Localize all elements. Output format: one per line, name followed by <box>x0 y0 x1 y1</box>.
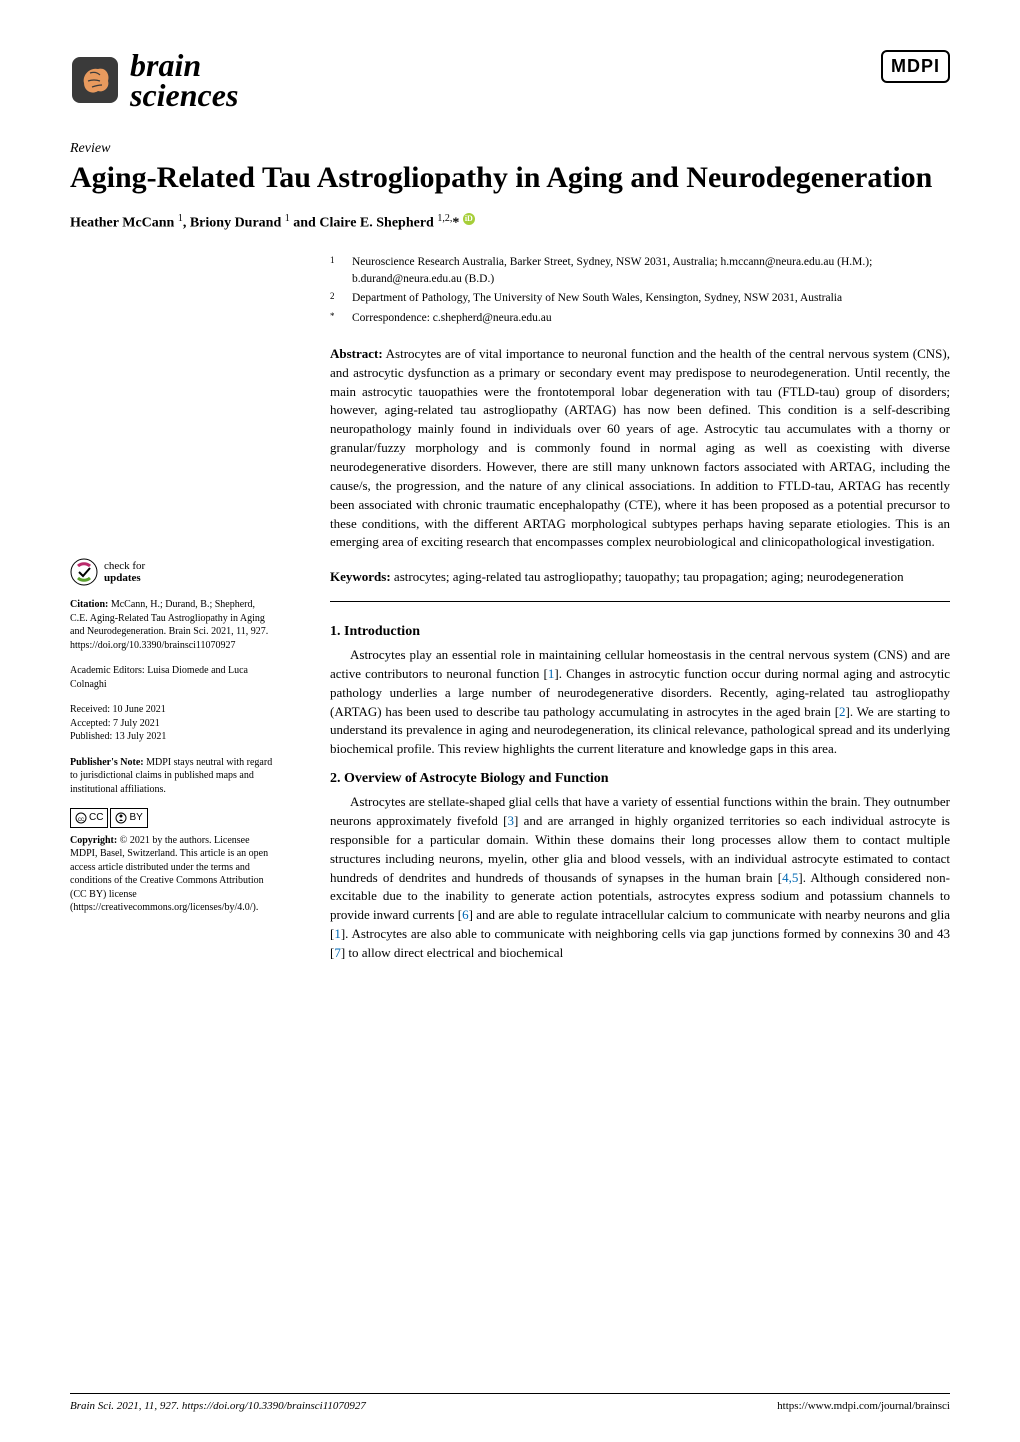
cc-circle-icon: cc <box>75 812 87 824</box>
section-1-heading: 1. Introduction <box>330 624 950 640</box>
cc-text: CC <box>89 811 103 825</box>
sidebar: check for updates Citation: McCann, H.; … <box>70 558 275 927</box>
journal-name-line1: brain <box>130 50 238 80</box>
by-person-icon <box>115 812 127 824</box>
svg-text:cc: cc <box>78 817 84 823</box>
footer-left: Brain Sci. 2021, 11, 927. https://doi.or… <box>70 1400 366 1412</box>
cc-badge[interactable]: cc CC BY <box>70 808 275 828</box>
check-updates-icon <box>70 558 98 586</box>
citation-section: Citation: McCann, H.; Durand, B.; Shephe… <box>70 598 275 652</box>
copyright-text: © 2021 by the authors. Licensee MDPI, Ba… <box>70 835 268 914</box>
main-content: 1. Introduction Astrocytes play an essen… <box>330 624 950 963</box>
cc-icon: cc CC <box>70 808 108 828</box>
abstract-block: Abstract: Astrocytes are of vital import… <box>330 345 950 552</box>
editors-section: Academic Editors: Luisa Diomede and Luca… <box>70 664 275 691</box>
editors-label: Academic Editors: <box>70 665 145 676</box>
author-1: Heather McCann <box>70 216 174 231</box>
affiliation-2-text: Department of Pathology, The University … <box>352 290 842 307</box>
section-1-body: Astrocytes play an essential role in mai… <box>330 646 950 759</box>
correspondence-text: Correspondence: c.shepherd@neura.edu.au <box>352 310 552 327</box>
divider-line <box>330 601 950 602</box>
by-text: BY <box>129 811 142 825</box>
keywords-text: astrocytes; aging-related tau astrogliop… <box>394 569 904 584</box>
section-2-body: Astrocytes are stellate-shaped glial cel… <box>330 793 950 963</box>
received-date: Received: 10 June 2021 <box>70 703 275 717</box>
footer-right[interactable]: https://www.mdpi.com/journal/brainsci <box>777 1400 950 1412</box>
citation-label: Citation: <box>70 599 108 610</box>
affiliation-2: 2 Department of Pathology, The Universit… <box>330 290 950 307</box>
check-updates-line1: check for <box>104 560 145 572</box>
keywords-block: Keywords: astrocytes; aging-related tau … <box>330 568 950 587</box>
author-1-sup: 1 <box>178 213 183 224</box>
copyright-section: Copyright: © 2021 by the authors. Licens… <box>70 834 275 915</box>
article-type: Review <box>70 141 950 157</box>
brain-icon <box>70 55 120 105</box>
correspondence: * Correspondence: c.shepherd@neura.edu.a… <box>330 310 950 327</box>
check-updates-badge[interactable]: check for updates <box>70 558 275 586</box>
article-title: Aging-Related Tau Astrogliopathy in Agin… <box>70 161 950 196</box>
published-date: Published: 13 July 2021 <box>70 730 275 744</box>
footer: Brain Sci. 2021, 11, 927. https://doi.or… <box>70 1393 950 1412</box>
journal-name-line2: sciences <box>130 80 238 110</box>
dates-section: Received: 10 June 2021 Accepted: 7 July … <box>70 703 275 744</box>
author-3: Claire E. Shepherd <box>319 216 433 231</box>
publisher-note-label: Publisher's Note: <box>70 757 144 768</box>
author-3-sup: 1,2, <box>437 213 452 224</box>
orcid-icon[interactable]: iD <box>463 213 475 225</box>
correspondence-num: * <box>330 310 342 327</box>
affiliations-block: 1 Neuroscience Research Australia, Barke… <box>330 254 950 327</box>
keywords-label: Keywords: <box>330 569 391 584</box>
header-row: brain sciences MDPI <box>70 50 950 111</box>
abstract-text: Astrocytes are of vital importance to ne… <box>330 346 950 549</box>
section-2-heading: 2. Overview of Astrocyte Biology and Fun… <box>330 771 950 787</box>
check-updates-line2: updates <box>104 572 145 584</box>
accepted-date: Accepted: 7 July 2021 <box>70 717 275 731</box>
by-icon: BY <box>110 808 147 828</box>
authors-line: Heather McCann 1, Briony Durand 1 and Cl… <box>70 213 950 232</box>
copyright-label: Copyright: <box>70 835 117 846</box>
author-2-sup: 1 <box>285 213 290 224</box>
affiliation-2-num: 2 <box>330 290 342 307</box>
journal-logo: brain sciences <box>70 50 238 111</box>
affiliation-1: 1 Neuroscience Research Australia, Barke… <box>330 254 950 289</box>
journal-name: brain sciences <box>130 50 238 111</box>
publisher-logo: MDPI <box>881 50 950 83</box>
publisher-note-section: Publisher's Note: MDPI stays neutral wit… <box>70 756 275 797</box>
check-updates-text: check for updates <box>104 560 145 584</box>
author-2: Briony Durand <box>190 216 281 231</box>
affiliation-1-num: 1 <box>330 254 342 289</box>
affiliation-1-text: Neuroscience Research Australia, Barker … <box>352 254 950 289</box>
abstract-label: Abstract: <box>330 346 383 361</box>
